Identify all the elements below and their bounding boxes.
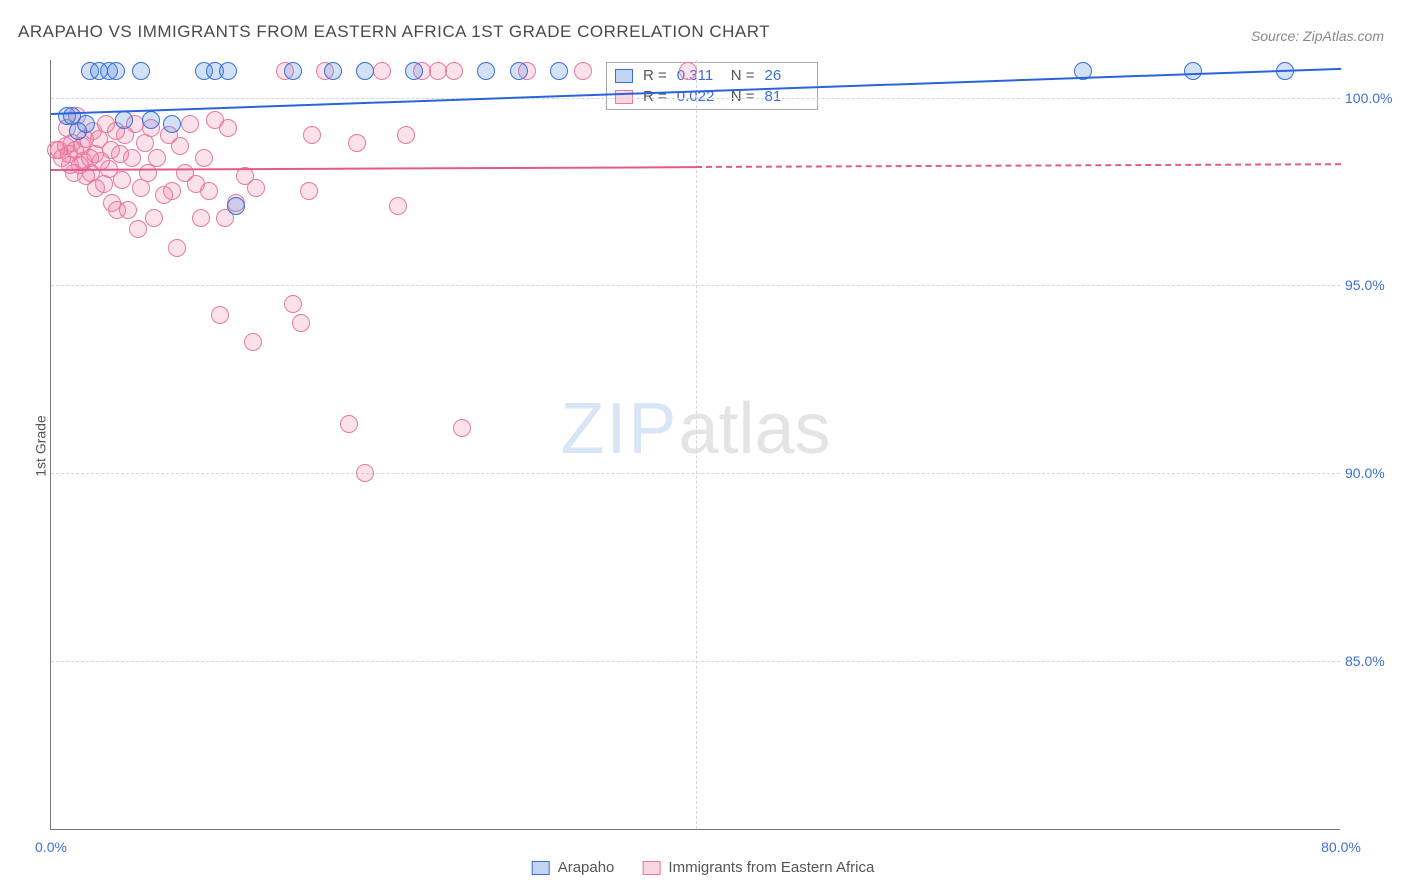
plot-area: ZIPatlas R = 0.311 N = 26 R = 0.022 N = … [50, 60, 1340, 830]
data-point-blue [1184, 62, 1202, 80]
data-point-blue [227, 197, 245, 215]
data-point-pink [247, 179, 265, 197]
legend-label-pink: Immigrants from Eastern Africa [668, 859, 874, 876]
data-point-blue [115, 111, 133, 129]
data-point-blue [356, 62, 374, 80]
data-point-pink [163, 182, 181, 200]
data-point-blue [132, 62, 150, 80]
data-point-pink [219, 119, 237, 137]
data-point-pink [192, 209, 210, 227]
data-point-pink [119, 201, 137, 219]
data-point-pink [113, 171, 131, 189]
data-point-pink [129, 220, 147, 238]
data-point-pink [348, 134, 366, 152]
stats-row-blue: R = 0.311 N = 26 [615, 67, 809, 84]
data-point-blue [219, 62, 237, 80]
swatch-pink-icon [642, 861, 660, 875]
stats-legend: R = 0.311 N = 26 R = 0.022 N = 81 [606, 62, 818, 110]
data-point-pink [168, 239, 186, 257]
data-point-blue [284, 62, 302, 80]
legend-item-blue: Arapaho [532, 859, 615, 876]
data-point-pink [340, 415, 358, 433]
data-point-pink [679, 62, 697, 80]
data-point-pink [303, 126, 321, 144]
n-label: N = [731, 67, 755, 84]
data-point-pink [300, 182, 318, 200]
x-tick-label: 80.0% [1321, 839, 1361, 855]
data-point-pink [200, 182, 218, 200]
watermark-zip: ZIP [560, 389, 678, 469]
bottom-legend: Arapaho Immigrants from Eastern Africa [532, 859, 875, 876]
data-point-blue [142, 111, 160, 129]
watermark-atlas: atlas [678, 389, 830, 469]
data-point-pink [574, 62, 592, 80]
data-point-pink [292, 314, 310, 332]
data-point-pink [181, 115, 199, 133]
x-tick-label: 0.0% [35, 839, 67, 855]
data-point-blue [550, 62, 568, 80]
legend-label-blue: Arapaho [558, 859, 615, 876]
data-point-pink [171, 137, 189, 155]
data-point-blue [324, 62, 342, 80]
legend-item-pink: Immigrants from Eastern Africa [642, 859, 874, 876]
n-value-pink: 81 [765, 88, 809, 105]
data-point-pink [356, 464, 374, 482]
r-label: R = [643, 88, 667, 105]
r-label: R = [643, 67, 667, 84]
data-point-pink [389, 197, 407, 215]
data-point-blue [163, 115, 181, 133]
data-point-pink [211, 306, 229, 324]
y-tick-label: 95.0% [1345, 277, 1400, 293]
data-point-pink [139, 164, 157, 182]
chart-title: ARAPAHO VS IMMIGRANTS FROM EASTERN AFRIC… [18, 22, 770, 42]
data-point-blue [77, 115, 95, 133]
y-tick-label: 85.0% [1345, 653, 1400, 669]
data-point-pink [373, 62, 391, 80]
trendline-pink-dash [696, 163, 1341, 168]
data-point-pink [284, 295, 302, 313]
data-point-pink [445, 62, 463, 80]
data-point-pink [123, 149, 141, 167]
data-point-blue [107, 62, 125, 80]
swatch-pink-icon [615, 90, 633, 104]
data-point-pink [145, 209, 163, 227]
y-tick-label: 90.0% [1345, 465, 1400, 481]
swatch-blue-icon [615, 69, 633, 83]
y-tick-label: 100.0% [1345, 90, 1400, 106]
data-point-blue [477, 62, 495, 80]
data-point-pink [397, 126, 415, 144]
n-value-blue: 26 [765, 67, 809, 84]
data-point-pink [195, 149, 213, 167]
data-point-blue [510, 62, 528, 80]
source-attribution: Source: ZipAtlas.com [1251, 28, 1384, 44]
y-axis-label: 1st Grade [33, 415, 49, 476]
swatch-blue-icon [532, 861, 550, 875]
gridline-v [696, 60, 697, 829]
data-point-pink [148, 149, 166, 167]
data-point-pink [453, 419, 471, 437]
data-point-pink [244, 333, 262, 351]
data-point-blue [405, 62, 423, 80]
